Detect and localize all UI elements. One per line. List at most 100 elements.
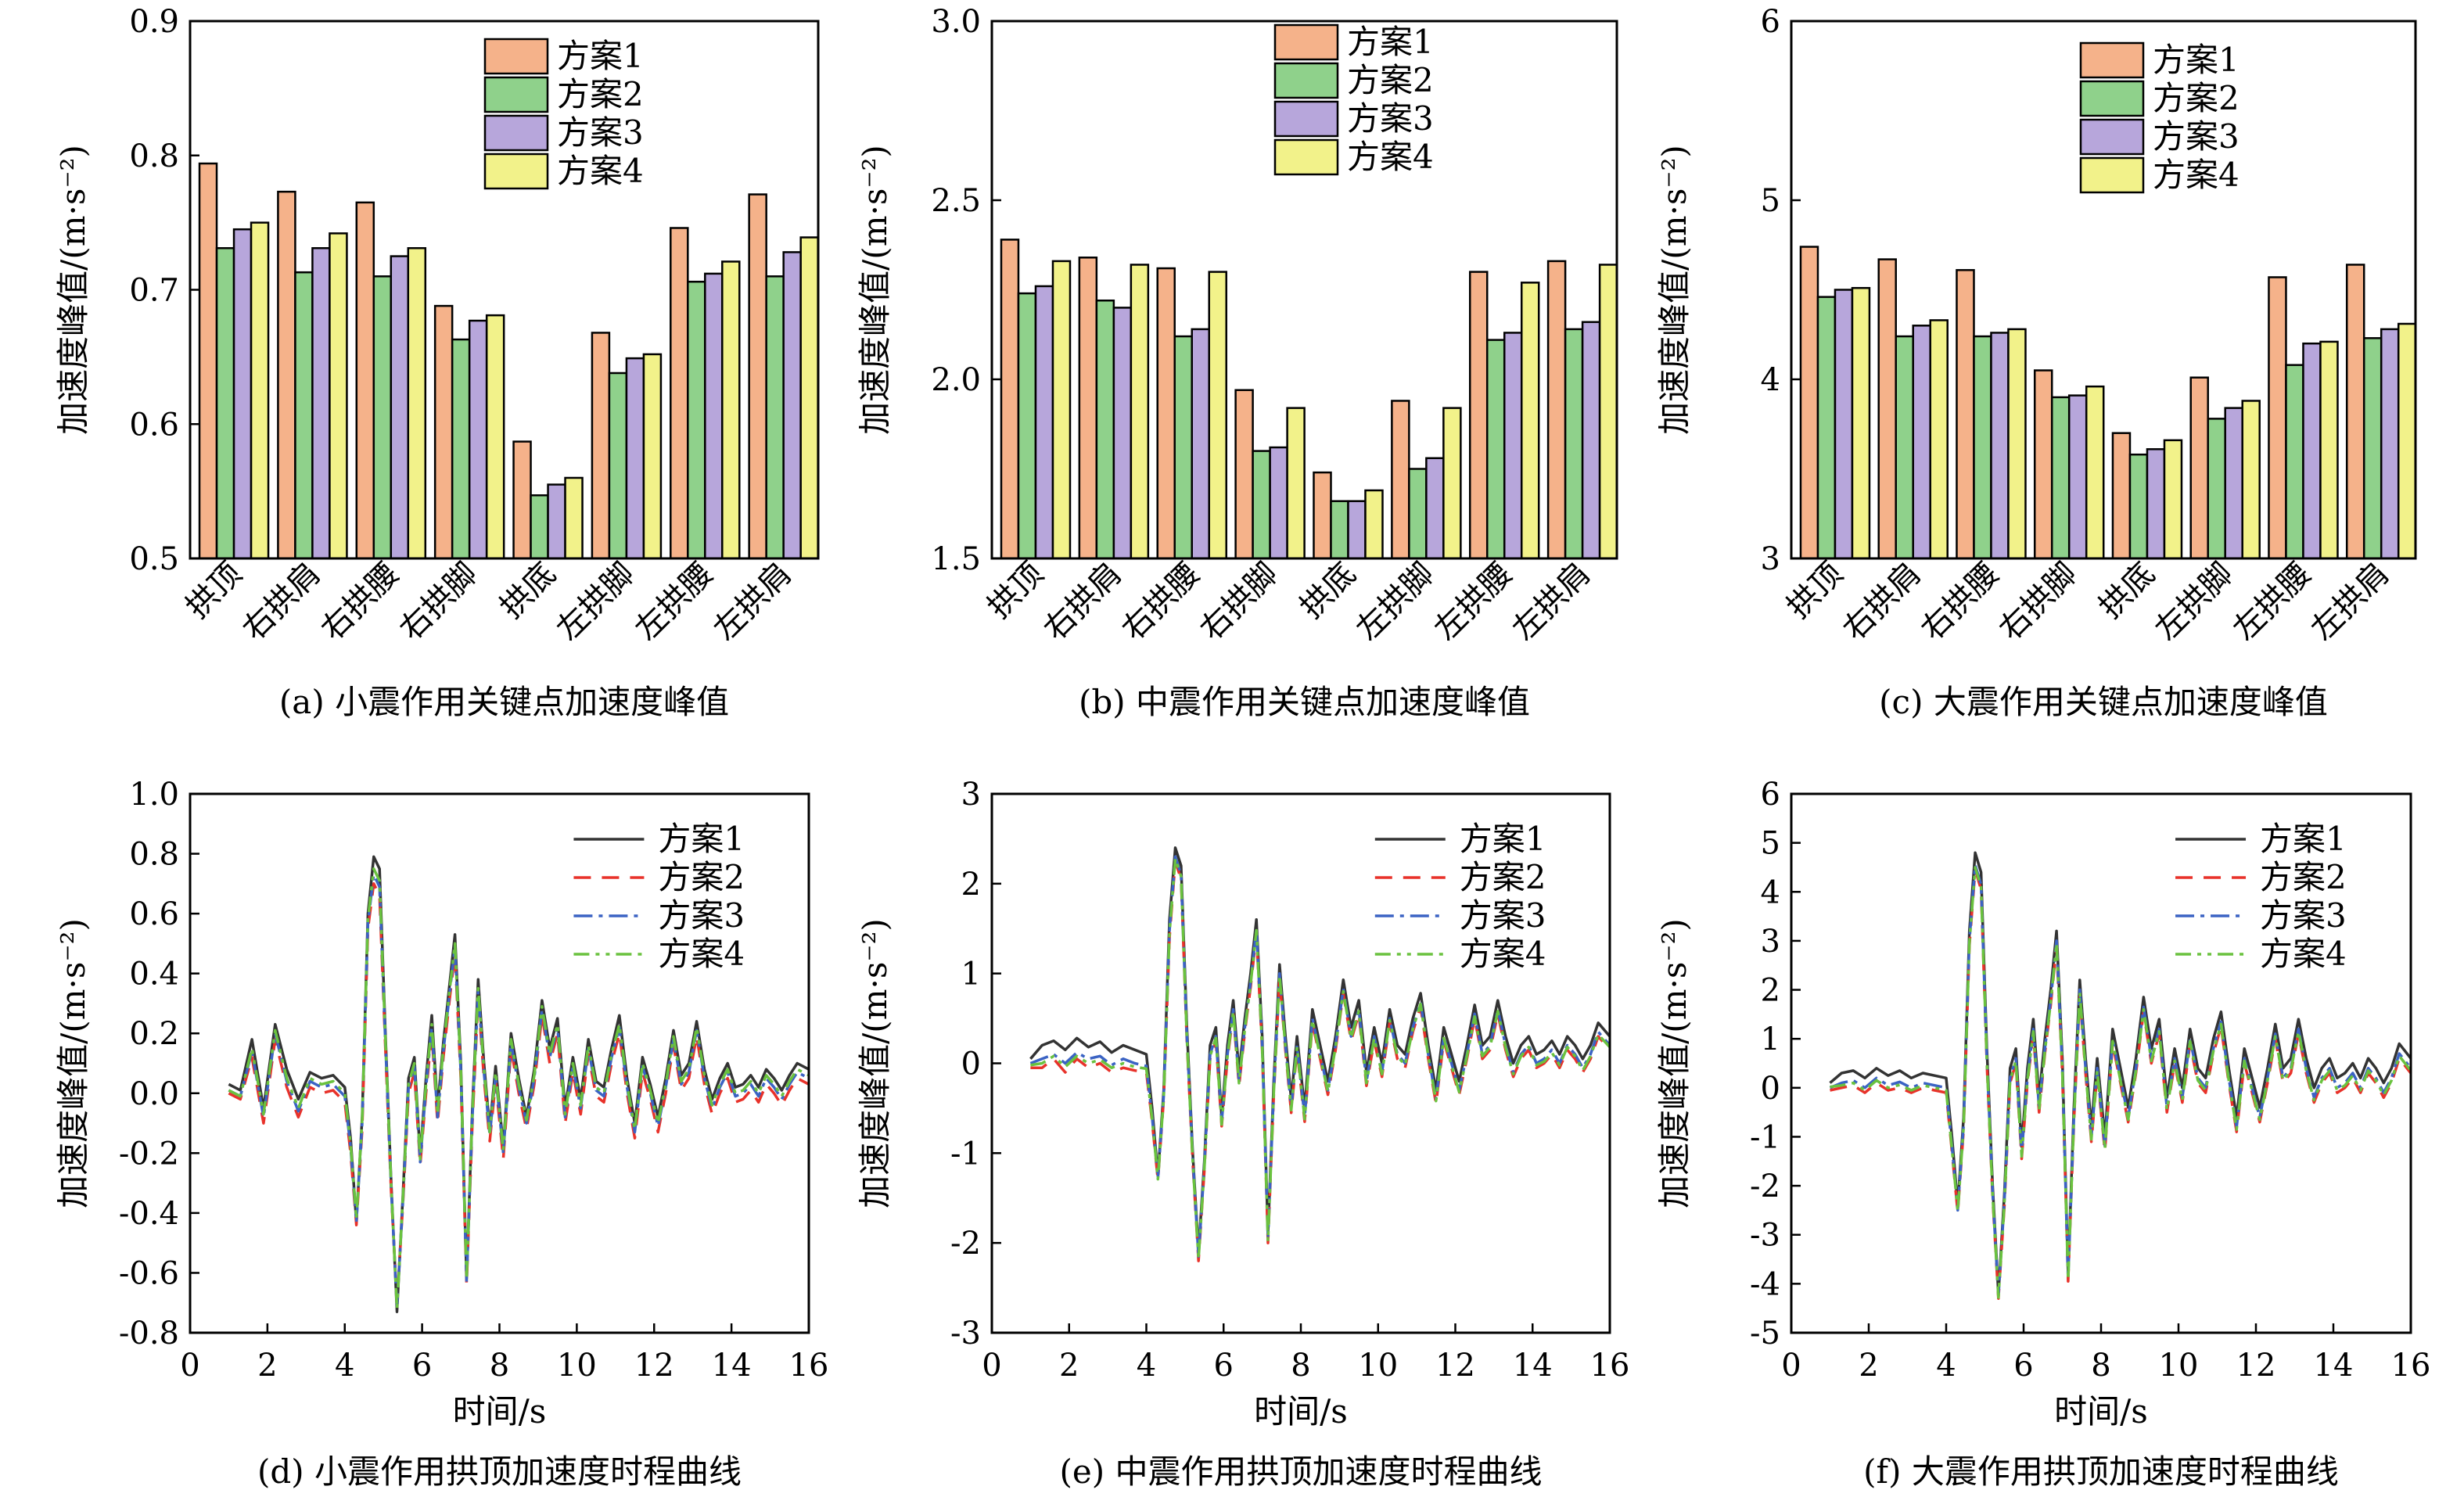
y-tick-label: 0.2 [129,1016,179,1052]
legend-label: 方案3 [1460,896,1546,935]
bar-4 [1364,489,1384,560]
bar-1 [1000,239,1020,560]
category-label: 右拱脚 [1992,556,2084,648]
legend-label: 方案4 [2153,156,2240,194]
bar-1 [1078,257,1098,560]
legend-label: 方案1 [658,820,745,858]
category-label: 右拱脚 [393,556,484,648]
y-tick-label: -5 [1750,1316,1780,1352]
category-label: 左拱腰 [2226,556,2318,648]
x-tick-label: 6 [412,1348,432,1384]
y-tick-label: -0.6 [119,1255,179,1291]
x-tick-label: 12 [634,1348,674,1384]
bar-3 [1912,325,1931,560]
y-tick-label: 2.0 [931,362,981,398]
bar-3 [1347,500,1367,560]
y-tick-label: 2 [1761,973,1780,1009]
y-tick-label: 0.6 [129,896,179,932]
bar-4 [250,221,270,560]
legend-swatch [483,38,549,75]
bar-2 [1252,450,1271,560]
bar-4 [1208,271,1227,560]
x-tick-label: 4 [335,1348,354,1384]
plot-frame [990,792,1611,1334]
y-tick-label: 5 [1761,183,1780,219]
bar-1 [1468,271,1489,560]
plot-frame [1790,792,2412,1334]
panel-caption: (f) 大震作用拱顶加速度时程曲线 [1863,1452,2339,1491]
bar-4 [2007,328,2027,560]
bar-2 [608,372,628,560]
category-label: 右拱腰 [314,556,406,648]
bar-1 [512,440,532,560]
bar-3 [2067,394,2088,560]
x-tick-label: 0 [982,1348,1001,1384]
bar-1 [1546,260,1567,560]
legend-swatch [2079,156,2145,194]
bar-1 [1877,258,1897,560]
y-tick-label: 0.5 [129,541,179,577]
bar-1 [670,227,689,560]
bar-1 [591,332,611,560]
bar-4 [2085,385,2105,560]
bar-1 [1234,389,1254,560]
y-axis-label: 加速度峰值/(m·s⁻²) [856,145,894,435]
legend-swatch [2079,118,2145,156]
bar-4 [485,314,505,560]
bar-2 [215,247,235,560]
y-axis-label: 加速度峰值/(m·s⁻²) [54,918,92,1208]
y-tick-label: 1.5 [931,541,981,577]
x-tick-label: 8 [1291,1348,1310,1384]
legend-swatch [483,153,549,190]
bar-1 [355,201,375,560]
y-tick-label: -3 [950,1316,981,1352]
category-label: 拱顶 [981,556,1051,626]
legend-label: 方案3 [658,896,745,935]
plot-frame [189,20,820,560]
y-tick-label: -3 [1750,1218,1780,1254]
y-tick-label: -0.8 [119,1316,179,1352]
bar-2 [1895,335,1914,560]
bar-1 [2345,264,2365,560]
category-label: 右拱肩 [1836,556,1927,648]
y-tick-label: 1 [961,957,981,993]
x-axis-label: 时间/s [2054,1392,2148,1431]
y-tick-label: 0.4 [129,957,179,993]
panel-caption: (b) 中震作用关键点加速度峰值 [1079,683,1530,721]
bar-2 [372,275,393,560]
legend-label: 方案1 [2260,820,2347,858]
bar-1 [2268,276,2287,560]
category-label: 左拱肩 [1506,556,1597,648]
y-tick-label: -1 [950,1136,981,1172]
legend-swatch [1273,23,1339,61]
x-tick-label: 4 [1137,1348,1156,1384]
bar-4 [1520,282,1540,560]
bar-2 [765,275,785,560]
bar-1 [2189,376,2209,560]
bar-4 [2319,340,2339,560]
legend-label: 方案1 [1347,23,1434,61]
legend-swatch [2079,80,2145,117]
series-line-3 [228,873,810,1308]
bar-1 [433,304,454,560]
y-tick-label: -0.4 [119,1196,179,1232]
bar-2 [1173,335,1193,560]
bar-1 [1156,267,1176,560]
plot-frame [189,792,810,1334]
category-label: 右拱腰 [1914,556,2006,648]
panel-d: -0.8 -0.6 -0.4 -0.2 0.0 0.2 0.4 0.6 0.8 1.0 加速度峰值/… [54,777,828,1491]
y-axis-label: 加速度峰值/(m·s⁻²) [54,145,92,435]
x-tick-label: 2 [257,1348,277,1384]
bar-3 [1581,321,1601,560]
y-tick-label: 1.0 [129,777,179,813]
bar-2 [530,494,549,560]
bar-2 [2285,364,2304,560]
y-tick-label: 5 [1761,826,1780,862]
legend-label: 方案2 [1460,858,1546,896]
x-tick-label: 12 [2236,1348,2276,1384]
legend-label: 方案1 [557,37,644,75]
plot-frame [990,20,1618,560]
category-label: 拱底 [1293,556,1363,626]
